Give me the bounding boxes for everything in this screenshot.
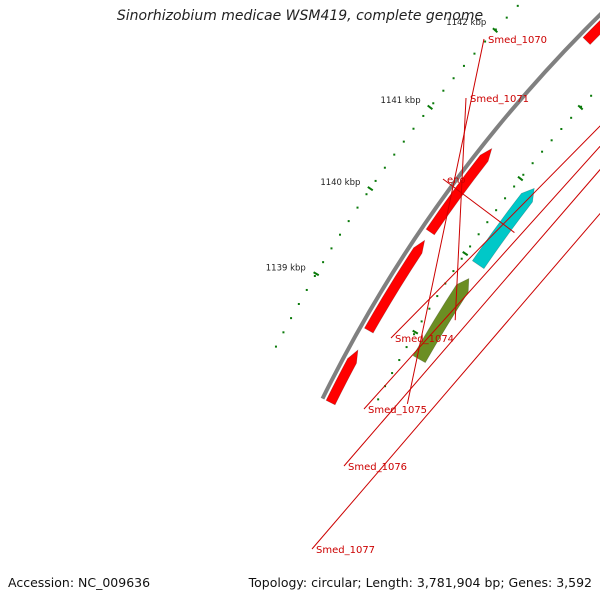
scale-dot (505, 16, 508, 19)
gene-label-leader (406, 38, 485, 404)
scale-dot (460, 257, 463, 260)
scale-dot (428, 307, 431, 310)
scale-dot (442, 89, 445, 92)
scale-dot (413, 333, 416, 336)
map-title: Sinorhizobium medicae WSM419, complete g… (116, 8, 484, 24)
scale-dot (495, 209, 498, 212)
gene-label-leader (442, 178, 515, 233)
gene-label[interactable]: Smed_1077 (316, 545, 375, 556)
scale-dot (274, 345, 277, 348)
scale-dot (290, 317, 293, 320)
scale-dot (494, 28, 497, 31)
accession-text: Accession: NC_009636 (8, 575, 151, 590)
scale-label: 1142 kbp (446, 18, 486, 28)
scale-dot (541, 150, 544, 153)
gene-label[interactable]: Smed_1071 (470, 94, 529, 105)
scale-dot (383, 166, 386, 169)
scale-dot (484, 40, 487, 43)
scale-dot (513, 185, 516, 188)
scale-ticks (313, 27, 584, 335)
scale-dot (477, 233, 480, 236)
gene-label[interactable]: eno (447, 175, 466, 186)
scale-dot (436, 295, 439, 298)
scale-dot (504, 197, 507, 200)
scale-dot (322, 261, 325, 264)
scale-dot (432, 102, 435, 105)
gene-arrow[interactable] (412, 278, 470, 364)
scale-label: 1140 kbp (320, 178, 360, 188)
scale-label: 1141 kbp (381, 96, 421, 106)
scale-dot (452, 270, 455, 273)
scale-label: 1139 kbp (266, 264, 306, 274)
gene-label-leader (363, 145, 600, 410)
scale-dot (347, 220, 350, 223)
scale-dot (590, 94, 593, 97)
scale-tick (492, 27, 499, 34)
gene-label[interactable]: Smed_1074 (395, 334, 454, 345)
scale-dot (377, 398, 380, 401)
gene-label-leader (454, 97, 467, 321)
scale-tick (412, 329, 419, 335)
scale-dot (531, 162, 534, 165)
genome-backbone (320, 12, 600, 400)
scale-tick (367, 186, 374, 192)
scale-dot (486, 221, 489, 224)
gene-label-leader (343, 168, 600, 467)
scale-dot (522, 173, 525, 176)
scale-dot (393, 153, 396, 156)
scale-dot (469, 245, 472, 248)
scale-dot (570, 116, 573, 119)
scale-dot (462, 64, 465, 67)
scale-dot (365, 193, 368, 196)
scale-dot (550, 139, 553, 142)
scale-dot (405, 346, 408, 349)
scale-tick (313, 271, 320, 277)
feature-track[interactable] (325, 0, 600, 406)
scale-dot (412, 127, 415, 130)
scale-tick (577, 104, 584, 111)
scale-dot (282, 331, 285, 334)
scale-dot (452, 77, 455, 80)
scale-dot (473, 52, 476, 55)
scale-dot (297, 302, 300, 305)
scale-dot (356, 206, 359, 209)
gene-label[interactable]: Smed_1070 (488, 35, 547, 46)
scale-dot (420, 320, 423, 323)
cds-arrow[interactable] (364, 239, 426, 334)
topology-text: Topology: circular; Length: 3,781,904 bp… (248, 575, 592, 590)
scale-dot (391, 372, 394, 375)
scale-dot (330, 247, 333, 250)
scale-dot (402, 140, 405, 143)
scale-dot (516, 4, 519, 7)
scale-dot (313, 275, 316, 278)
scale-tick (427, 104, 434, 110)
scale-dot (560, 128, 563, 131)
gene-label[interactable]: Smed_1076 (348, 462, 407, 473)
scale-tick (462, 251, 469, 257)
cds-arrow[interactable] (582, 0, 600, 45)
scale-dot (339, 233, 342, 236)
gene-label[interactable]: Smed_1075 (368, 405, 427, 416)
gene-label-leader (390, 125, 600, 339)
cds-arrow[interactable] (425, 147, 493, 236)
scale-dot (305, 288, 308, 291)
gene-label-leader (311, 212, 600, 550)
scale-tick (517, 175, 524, 182)
scale-dot (398, 359, 401, 362)
scale-dot (374, 179, 377, 182)
cds-arrow[interactable] (325, 349, 359, 406)
scale-dot (422, 114, 425, 117)
